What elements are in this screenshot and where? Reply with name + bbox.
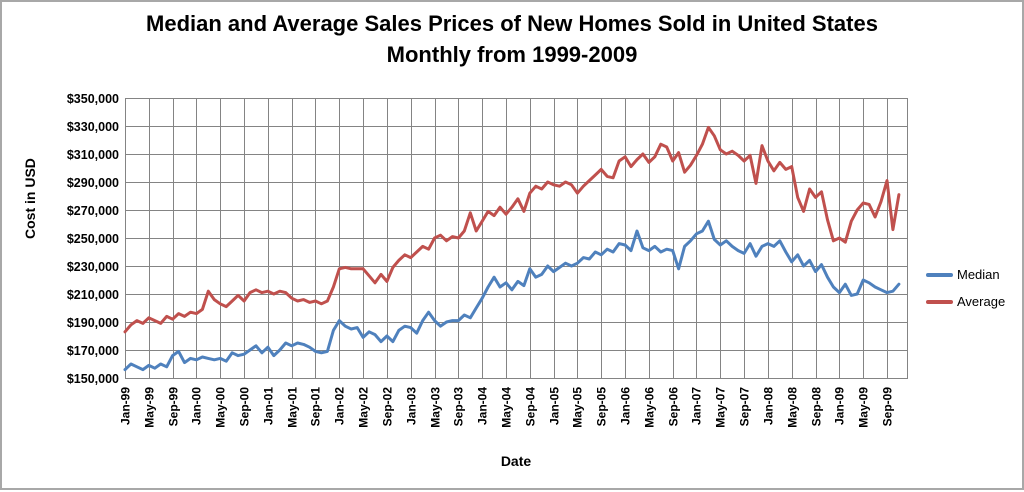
x-tick-label: Jan-01 bbox=[262, 387, 276, 425]
x-tick-label: Jan-06 bbox=[619, 387, 633, 425]
plot-border bbox=[125, 98, 908, 379]
x-tick-label: Sep-04 bbox=[524, 387, 538, 427]
x-tick-label: Sep-00 bbox=[238, 387, 252, 427]
y-tick-label: $270,000 bbox=[67, 204, 119, 218]
axis-tick-labels: $150,000 $170,000 $190,000 $210,000 $230,000… bbox=[67, 92, 895, 428]
median-line-swatch bbox=[926, 272, 953, 277]
x-tick-label: May-01 bbox=[286, 387, 300, 428]
gridlines bbox=[125, 98, 907, 379]
y-tick-label: $190,000 bbox=[67, 316, 119, 330]
x-tick-label: Sep-07 bbox=[738, 387, 752, 427]
y-tick-label: $330,000 bbox=[67, 120, 119, 134]
x-tick-label: Jan-03 bbox=[405, 387, 419, 425]
x-axis-title: Date bbox=[500, 453, 532, 469]
average-line-swatch bbox=[926, 299, 953, 304]
median-line-series bbox=[123, 219, 901, 372]
x-tick-label: Jan-07 bbox=[690, 387, 704, 425]
x-tick-label: May-05 bbox=[571, 387, 585, 428]
x-tick-label: Sep-05 bbox=[595, 387, 609, 427]
legend-label-average: Average bbox=[957, 294, 1006, 309]
y-tick-label: $250,000 bbox=[67, 232, 119, 246]
x-tick-label: Sep-02 bbox=[381, 387, 395, 427]
legend-item-average: Average bbox=[926, 288, 1005, 315]
x-tick-label: May-00 bbox=[214, 387, 228, 428]
x-tick-label: Jan-99 bbox=[119, 387, 133, 425]
x-tick-label: May-08 bbox=[786, 387, 800, 428]
chart-title-line2: Monthly from 1999-2009 bbox=[386, 42, 638, 67]
x-tick-label: Jan-09 bbox=[833, 387, 847, 425]
x-tick-label: Sep-99 bbox=[167, 387, 181, 427]
legend-label-median: Median bbox=[957, 267, 1000, 282]
chart-title: Median and Average Sales Prices of New H… bbox=[2, 8, 1022, 70]
x-tick-label: Sep-03 bbox=[452, 387, 466, 427]
x-tick-label: May-02 bbox=[357, 387, 371, 428]
x-tick-label: May-07 bbox=[714, 387, 728, 428]
x-tick-label: Jan-00 bbox=[190, 387, 204, 425]
y-tick-label: $210,000 bbox=[67, 288, 119, 302]
x-tick-label: Jan-02 bbox=[333, 387, 347, 425]
x-tick-label: Sep-08 bbox=[810, 387, 824, 427]
x-tick-label: May-03 bbox=[429, 387, 443, 428]
x-tick-label: May-04 bbox=[500, 387, 514, 428]
y-tick-label: $310,000 bbox=[67, 148, 119, 162]
y-tick-label: $290,000 bbox=[67, 176, 119, 190]
x-tick-label: Sep-01 bbox=[309, 387, 323, 427]
x-tick-label: May-06 bbox=[643, 387, 657, 428]
x-tick-label: Sep-09 bbox=[881, 387, 895, 427]
x-tick-label: Jan-05 bbox=[548, 387, 562, 425]
y-tick-label: $150,000 bbox=[67, 372, 119, 386]
legend: Median Average bbox=[926, 261, 1005, 315]
x-tick-label: May-09 bbox=[857, 387, 871, 428]
y-tick-label: $350,000 bbox=[67, 92, 119, 106]
x-tick-label: Jan-08 bbox=[762, 387, 776, 425]
chart-title-line1: Median and Average Sales Prices of New H… bbox=[146, 11, 878, 36]
x-tick-label: May-99 bbox=[143, 387, 157, 428]
y-tick-label: $230,000 bbox=[67, 260, 119, 274]
y-tick-label: $170,000 bbox=[67, 344, 119, 358]
x-tick-label: Jan-04 bbox=[476, 387, 490, 425]
x-tick-label: Sep-06 bbox=[667, 387, 681, 427]
legend-item-median: Median bbox=[926, 261, 1005, 288]
average-line-series bbox=[123, 125, 901, 334]
